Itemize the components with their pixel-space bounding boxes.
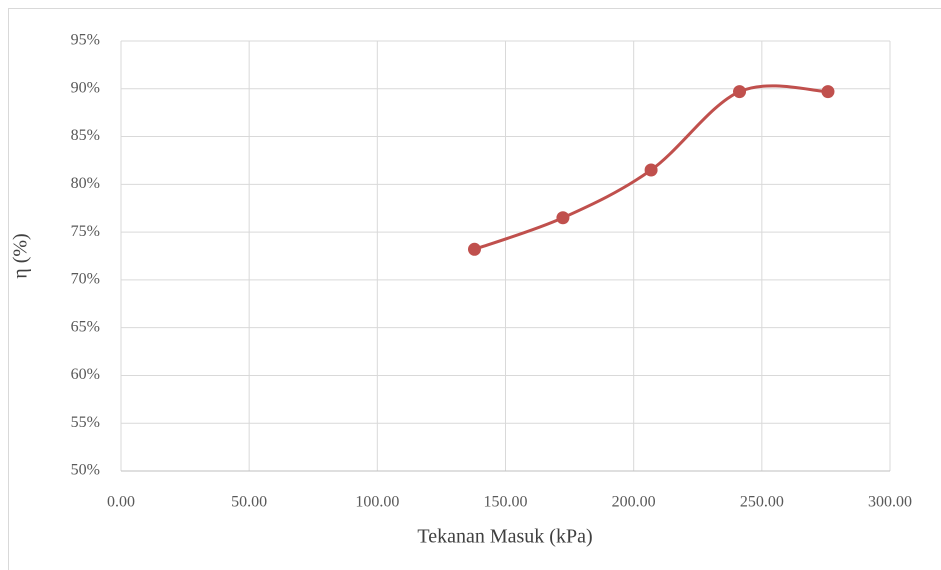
y-tick-label: 90%	[71, 79, 100, 96]
x-tick-label: 150.00	[484, 494, 528, 511]
data-point	[644, 163, 658, 177]
x-tick-label: 50.00	[231, 494, 267, 511]
data-point	[556, 211, 570, 225]
x-tick-label: 100.00	[355, 494, 399, 511]
y-tick-label: 80%	[71, 175, 100, 192]
y-tick-label: 50%	[71, 462, 100, 479]
y-tick-label: 85%	[71, 127, 100, 144]
chart-border	[8, 8, 941, 570]
y-tick-label: 70%	[71, 271, 100, 288]
y-tick-label: 55%	[71, 414, 100, 431]
y-tick-label: 60%	[71, 366, 100, 383]
y-tick-label: 75%	[71, 223, 100, 240]
x-tick-label: 250.00	[740, 494, 784, 511]
x-tick-label: 300.00	[868, 494, 912, 511]
x-tick-label: 200.00	[612, 494, 656, 511]
x-axis-title: Tekanan Masuk (kPa)	[417, 526, 592, 548]
x-tick-label: 0.00	[107, 494, 135, 511]
data-point	[821, 85, 835, 99]
data-point	[467, 242, 481, 256]
y-tick-label: 65%	[71, 318, 100, 335]
y-axis-title: η (%)	[10, 233, 32, 278]
data-point	[733, 85, 747, 99]
y-tick-label: 95%	[71, 32, 100, 49]
